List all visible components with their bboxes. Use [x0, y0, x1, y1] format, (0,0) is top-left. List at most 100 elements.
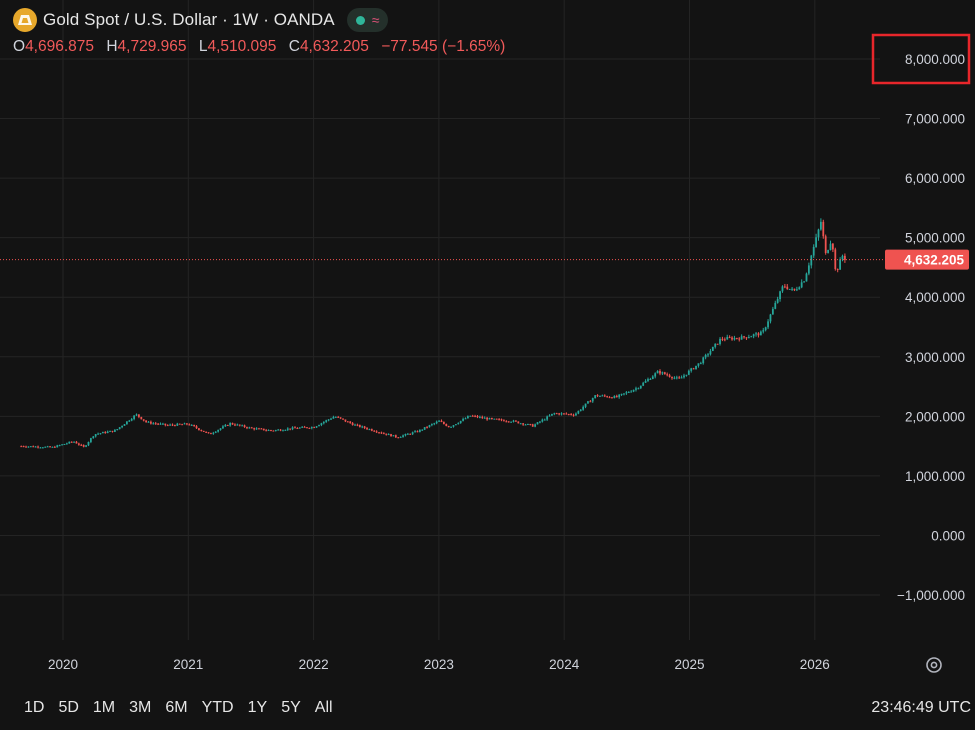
price-chart[interactable]: 8,000.000 7,000.000 6,000.000 5,000.000 4,00… [0, 0, 975, 683]
candle-body [255, 428, 258, 430]
candle-body [466, 416, 469, 419]
candle-body [166, 425, 169, 427]
range-3m[interactable]: 3M [129, 699, 152, 716]
candle-body [534, 424, 537, 427]
candle-body [771, 308, 774, 315]
candle-body [373, 430, 376, 432]
utc-clock[interactable]: 23:46:49 UTC [871, 699, 971, 716]
candle-body [553, 413, 556, 415]
candle-body [584, 403, 587, 407]
candle-body [752, 334, 755, 337]
candle-body [198, 428, 200, 431]
candle-body [680, 377, 683, 379]
candle-body [654, 373, 657, 377]
candle-body [409, 433, 412, 435]
candle-body [106, 431, 109, 433]
candle-body [279, 429, 282, 431]
candle-body [193, 424, 196, 427]
candle-body [438, 420, 440, 422]
range-ytd[interactable]: YTD [201, 699, 234, 716]
status-pill[interactable]: ≈ [346, 8, 389, 32]
x-tick-label: 2024 [549, 657, 580, 672]
candle-body [716, 343, 719, 345]
candle-body [546, 416, 549, 420]
candle-body [570, 414, 573, 416]
range-1d[interactable]: 1D [24, 699, 45, 716]
candle-body [493, 418, 496, 420]
candle-body [627, 392, 630, 394]
range-5y[interactable]: 5Y [281, 699, 301, 716]
candle-body [615, 395, 618, 398]
x-tick-label: 2021 [173, 657, 203, 672]
symbol-title[interactable]: Gold Spot / U.S. Dollar · 1W · OANDA [43, 10, 335, 29]
candle-body [29, 446, 32, 448]
candle-body [486, 417, 488, 420]
candle-body [663, 372, 666, 375]
candle-body [195, 426, 198, 429]
candle-body [483, 417, 486, 419]
candle-body [661, 372, 664, 374]
candle-body [531, 424, 534, 427]
candle-body [524, 424, 527, 426]
range-all[interactable]: All [314, 699, 333, 716]
candle-body [404, 433, 407, 436]
range-5d[interactable]: 5D [58, 699, 79, 716]
range-1m[interactable]: 1M [92, 699, 116, 716]
candle-body [430, 424, 433, 426]
candle-body [445, 423, 448, 427]
candle-body [394, 435, 397, 438]
candle-body [505, 421, 508, 423]
candle-body [471, 415, 474, 417]
candle-body [399, 436, 402, 438]
candle-body [421, 429, 424, 431]
candle-body [214, 431, 217, 433]
candle-body [37, 446, 39, 448]
candle-body [200, 430, 203, 432]
candle-body [711, 346, 714, 352]
candle-body [731, 337, 733, 340]
range-6m[interactable]: 6M [165, 699, 188, 716]
range-1y[interactable]: 1Y [247, 699, 268, 716]
candle-body [529, 423, 532, 425]
last-price-badge: 4,632.205 [885, 249, 969, 270]
candle-body [834, 249, 837, 270]
y-tick-label: 7,000.000 [905, 112, 965, 127]
candle-body [286, 428, 289, 430]
candle-body [41, 447, 44, 449]
y-axis[interactable]: 8,000.000 7,000.000 6,000.000 5,000.000 4,00… [897, 52, 965, 603]
candle-body [298, 427, 301, 429]
candle-body [296, 427, 299, 429]
candle-body [435, 421, 438, 424]
candle-body [844, 255, 846, 260]
candle-body [188, 424, 191, 426]
candle-body [579, 409, 582, 411]
settings-gear-icon[interactable] [925, 656, 943, 674]
candle-body [695, 365, 697, 370]
candle-body [822, 221, 825, 237]
candle-body [683, 375, 685, 378]
candle-body [322, 421, 325, 424]
candle-body [685, 374, 688, 376]
x-axis[interactable]: 2020 2021 2022 2023 2024 2025 2026 [48, 657, 830, 672]
candle-body [250, 427, 253, 429]
candle-body [457, 423, 460, 425]
gold-logo-icon [13, 8, 37, 32]
candle-body [702, 357, 705, 364]
candle-body [89, 438, 92, 443]
candle-body [603, 395, 606, 397]
candle-body [800, 282, 803, 288]
candle-body [721, 338, 724, 340]
candle-body [315, 426, 318, 428]
last-price-label: 4,632.205 [904, 253, 965, 268]
candle-body [719, 338, 721, 344]
candle-body [229, 423, 232, 426]
candle-body [637, 388, 640, 390]
candle-body [673, 377, 676, 379]
ohlc-readout: O4,696.875 H4,729.965 L4,510.095 C4,632.… [13, 38, 513, 56]
candle-body [294, 427, 296, 429]
candle-body [522, 423, 525, 425]
candle-body [32, 446, 35, 448]
candle-body [253, 428, 256, 430]
candle-body [692, 368, 695, 370]
candle-body [738, 338, 741, 340]
